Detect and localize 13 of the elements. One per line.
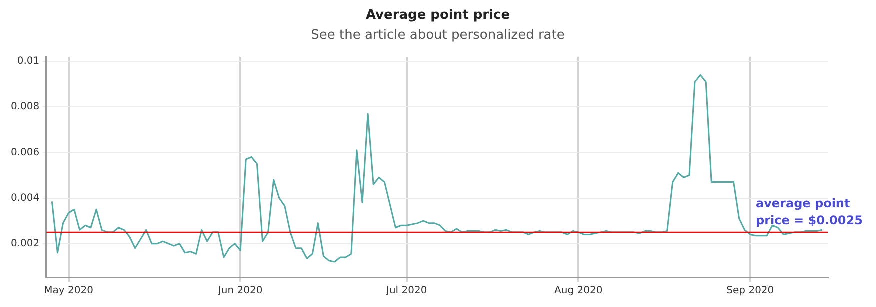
ref-line-label: average point price = $0.0025: [756, 196, 863, 228]
x-tick-label: Aug 2020: [554, 286, 603, 297]
x-tick-label: Jul 2020: [385, 286, 428, 297]
chart-title: Average point price: [364, 8, 512, 25]
x-tick-label: Jun 2020: [217, 286, 263, 297]
y-tick-label: 0.004: [10, 192, 40, 204]
x-tick-label: May 2020: [44, 286, 94, 297]
x-tick-label: Sep 2020: [726, 286, 774, 297]
y-tick-label: 0.01: [17, 56, 40, 68]
chart-subtitle: See the article about personalized rate: [310, 28, 566, 45]
y-tick-label: 0.008: [10, 102, 40, 113]
y-tick-label: 0.002: [10, 238, 40, 250]
y-tick-label: 0.006: [10, 147, 40, 158]
